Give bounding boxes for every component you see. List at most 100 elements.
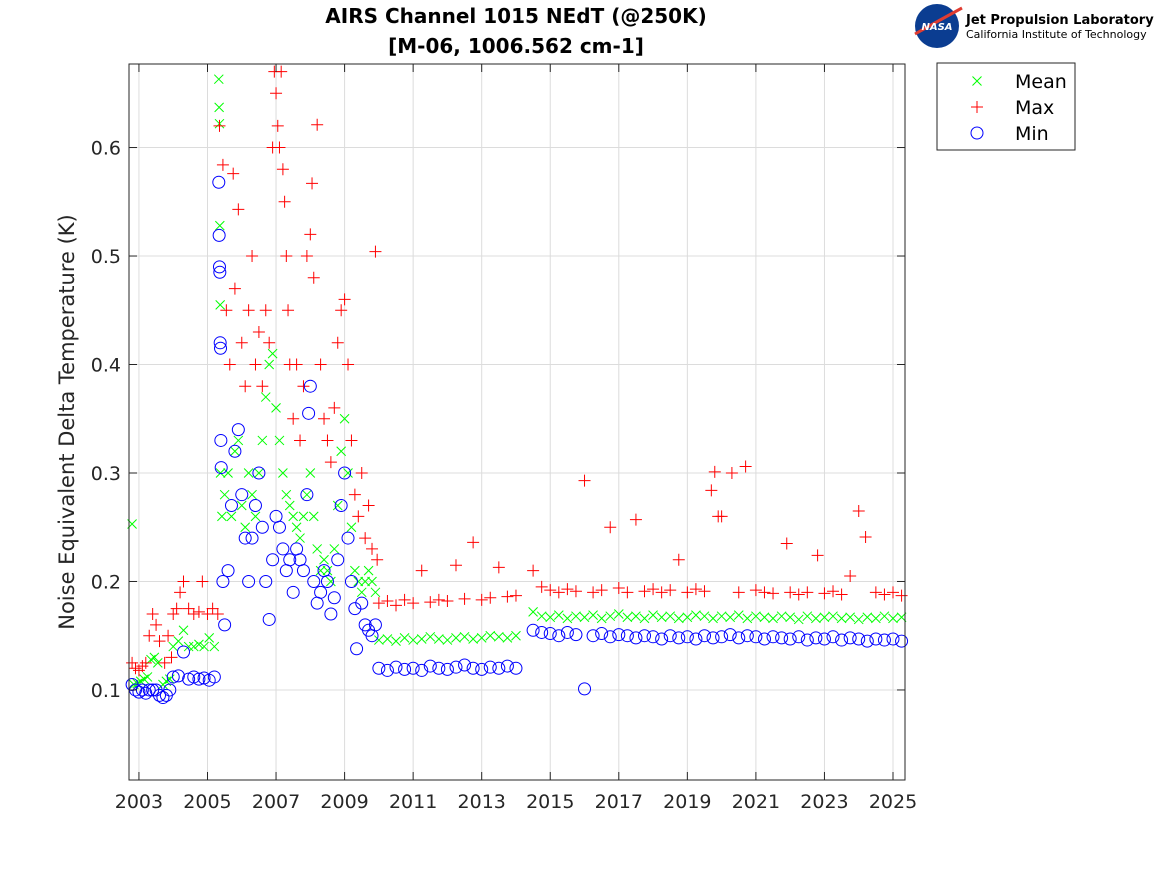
- point-max: [859, 530, 872, 543]
- point-mean: [433, 634, 444, 644]
- point-mean: [459, 631, 470, 642]
- y-tick-label: 0.3: [91, 463, 121, 485]
- point-mean: [213, 74, 224, 85]
- point-min: [212, 175, 226, 189]
- point-mean: [278, 468, 288, 478]
- point-min: [300, 488, 314, 502]
- point-max: [162, 629, 175, 642]
- point-mean: [613, 609, 624, 619]
- point-max: [878, 588, 891, 601]
- point-min: [290, 542, 304, 556]
- point-max: [689, 583, 702, 596]
- point-min: [526, 623, 540, 637]
- point-mean: [332, 500, 343, 511]
- point-mean: [871, 613, 881, 624]
- point-min: [603, 630, 617, 644]
- point-mean: [425, 631, 436, 642]
- point-min: [171, 669, 185, 683]
- point-max: [647, 583, 660, 596]
- point-min: [629, 631, 643, 645]
- y-tick-label: 0.1: [91, 680, 121, 702]
- point-max: [544, 584, 557, 597]
- series-max: [126, 65, 908, 677]
- point-mean: [288, 511, 299, 522]
- point-mean: [360, 576, 371, 587]
- y-axis-label: Noise Equivalent Delta Temperature (K): [55, 214, 79, 630]
- point-min: [132, 685, 146, 699]
- point-max: [629, 513, 642, 526]
- point-mean: [183, 641, 194, 652]
- point-min: [283, 553, 297, 567]
- point-min: [221, 564, 235, 578]
- point-max: [561, 583, 574, 596]
- y-tick-label: 0.2: [91, 571, 121, 593]
- point-max: [228, 282, 241, 295]
- point-min: [458, 658, 472, 672]
- x-tick-label: 2011: [389, 791, 437, 813]
- point-mean: [173, 636, 184, 646]
- point-min: [543, 627, 557, 641]
- point-max: [818, 587, 831, 600]
- point-min: [259, 574, 273, 588]
- point-max: [192, 605, 205, 618]
- point-max: [844, 570, 857, 583]
- point-max: [835, 588, 848, 601]
- x-tick-label: 2015: [526, 791, 574, 813]
- point-min: [331, 553, 345, 567]
- point-mean: [828, 611, 838, 622]
- point-max: [146, 608, 159, 621]
- point-max: [852, 504, 865, 517]
- point-max: [263, 336, 276, 349]
- point-min: [355, 596, 369, 610]
- point-min: [646, 630, 660, 644]
- point-max: [369, 245, 382, 258]
- point-mean: [149, 652, 160, 663]
- point-max: [182, 602, 195, 615]
- point-mean: [708, 613, 718, 624]
- point-min: [749, 630, 763, 644]
- point-mean: [725, 612, 736, 623]
- x-tick-label: 2013: [458, 791, 506, 813]
- point-mean: [370, 587, 381, 598]
- point-min: [163, 683, 177, 697]
- point-max: [321, 434, 334, 447]
- point-mean: [733, 610, 744, 620]
- point-min: [248, 499, 262, 513]
- jpl-name: Jet Propulsion Laboratory: [965, 13, 1154, 28]
- point-max: [220, 304, 233, 317]
- point-max: [390, 599, 403, 612]
- point-max: [126, 656, 139, 669]
- point-max: [249, 358, 262, 371]
- point-mean: [536, 611, 547, 622]
- point-mean: [247, 489, 257, 500]
- point-mean: [367, 576, 377, 587]
- point-max: [587, 586, 600, 599]
- point-max: [715, 510, 728, 523]
- point-mean: [579, 612, 590, 623]
- point-mean: [346, 522, 357, 533]
- point-min: [380, 663, 394, 677]
- point-min: [595, 627, 609, 641]
- point-max: [475, 593, 488, 606]
- point-mean: [545, 612, 556, 623]
- point-max: [345, 434, 358, 447]
- point-min: [783, 632, 797, 646]
- point-mean: [511, 630, 521, 641]
- point-max: [318, 412, 331, 425]
- point-max: [458, 592, 471, 605]
- point-min: [252, 466, 266, 480]
- point-max: [501, 590, 514, 603]
- legend-markers: [970, 76, 984, 140]
- point-mean: [298, 511, 309, 522]
- point-max: [348, 488, 361, 501]
- x-tick-label: 2003: [115, 791, 163, 813]
- point-max: [167, 608, 180, 621]
- point-mean: [223, 468, 233, 478]
- point-mean: [862, 612, 873, 623]
- point-min: [214, 433, 228, 447]
- point-max: [324, 456, 337, 469]
- point-max: [749, 584, 762, 597]
- point-mean: [236, 500, 247, 511]
- point-min: [317, 564, 331, 578]
- point-min: [560, 625, 574, 639]
